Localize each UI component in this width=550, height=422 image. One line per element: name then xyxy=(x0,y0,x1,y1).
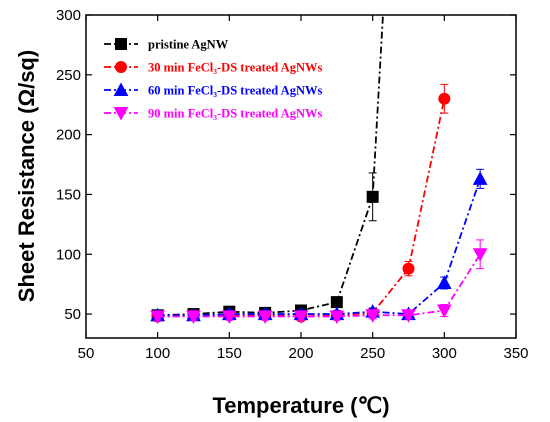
series-line-1 xyxy=(157,98,446,318)
data-point xyxy=(221,310,237,325)
x-tick-label-100: 100 xyxy=(145,345,170,362)
y-tick-label-150: 150 xyxy=(56,186,81,203)
series-line-3 xyxy=(157,253,481,318)
data-point xyxy=(402,262,415,275)
series-layer xyxy=(150,15,488,325)
legend: pristine AgNW 30 min FeCl₃-DS treated AgN… xyxy=(104,38,322,121)
data-point xyxy=(366,190,379,203)
legend-item-3: 90 min FeCl₃-DS treated AgNWs xyxy=(104,107,322,121)
x-tick-label-150: 150 xyxy=(217,345,242,362)
data-point xyxy=(472,248,488,262)
y-tick-label-100: 100 xyxy=(56,246,81,263)
data-point xyxy=(472,171,488,185)
series-2 xyxy=(150,168,488,322)
legend-item-1: 30 min FeCl₃-DS treated AgNWs xyxy=(104,61,322,75)
x-tick-label-350: 350 xyxy=(503,345,528,362)
legend-item-0: pristine AgNW xyxy=(104,38,229,52)
y-axis-title: Sheet Resistance (Ω/sq) xyxy=(14,50,39,302)
x-tick-label-300: 300 xyxy=(432,345,457,362)
legend-marker xyxy=(115,38,127,50)
y-tick-label-50: 50 xyxy=(64,306,81,323)
y-tick-label-250: 250 xyxy=(56,67,81,84)
data-point xyxy=(401,309,416,323)
series-3 xyxy=(150,239,488,325)
series-line-2 xyxy=(157,178,482,317)
legend-marker xyxy=(113,107,129,121)
x-tick-label-200: 200 xyxy=(288,345,313,362)
data-point xyxy=(330,296,343,309)
data-point xyxy=(436,304,452,319)
data-point xyxy=(438,92,451,105)
legend-label-3: 90 min FeCl₃-DS treated AgNWs xyxy=(148,107,322,121)
y-tick-label-200: 200 xyxy=(56,127,81,144)
axis-ticks: 50 100 150 200 250 300 350 50 100 150 200 250 300 xyxy=(56,7,529,362)
legend-label-1: 30 min FeCl₃-DS treated AgNWs xyxy=(148,61,322,75)
data-point xyxy=(257,310,273,325)
data-point xyxy=(186,310,201,325)
data-point xyxy=(150,310,166,325)
data-point xyxy=(365,309,381,323)
x-tick-label-250: 250 xyxy=(360,345,385,362)
legend-marker xyxy=(113,82,129,96)
data-point xyxy=(293,310,309,325)
legend-label-0: pristine AgNW xyxy=(148,38,229,52)
legend-item-2: 60 min FeCl₃-DS treated AgNWs xyxy=(104,82,322,98)
x-axis-title: Temperature (℃) xyxy=(212,393,389,418)
legend-label-2: 60 min FeCl₃-DS treated AgNWs xyxy=(148,84,322,98)
data-point xyxy=(436,275,452,289)
y-tick-label-300: 300 xyxy=(56,7,81,24)
data-point xyxy=(329,310,345,325)
legend-marker xyxy=(115,61,127,73)
x-tick-label-50: 50 xyxy=(78,345,95,362)
